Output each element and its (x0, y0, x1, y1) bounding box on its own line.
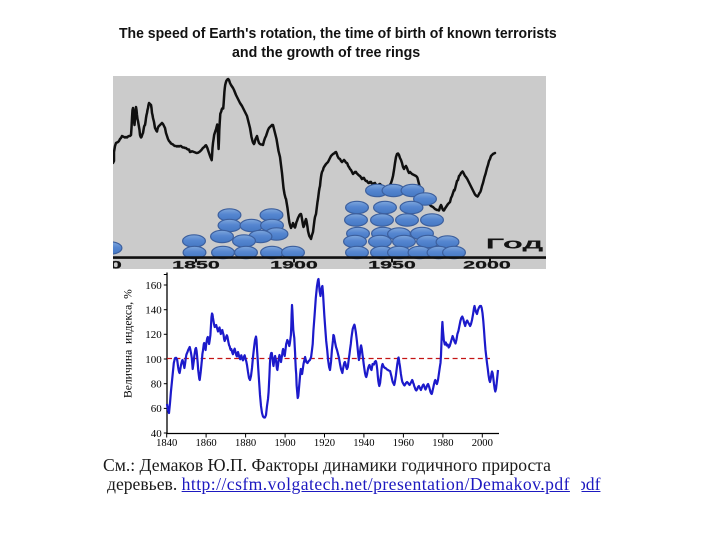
svg-text:Год: Год (486, 235, 544, 251)
svg-text:1900: 1900 (275, 438, 296, 449)
svg-text:40: 40 (151, 428, 163, 440)
svg-text:1960: 1960 (393, 438, 414, 449)
svg-text:1940: 1940 (353, 438, 374, 449)
svg-text:1850: 1850 (172, 259, 220, 269)
svg-text:1950: 1950 (368, 259, 416, 269)
svg-text:1840: 1840 (156, 438, 177, 449)
svg-text:1920: 1920 (314, 438, 335, 449)
svg-text:60: 60 (151, 403, 163, 415)
svg-text:1900: 1900 (270, 259, 318, 269)
svg-text:1980: 1980 (432, 438, 453, 449)
svg-text:2000: 2000 (472, 438, 493, 449)
svg-text:1800: 1800 (113, 259, 122, 269)
svg-text:Величина индекса, %: Величина индекса, % (122, 289, 135, 398)
svg-text:1860: 1860 (196, 438, 217, 449)
svg-text:2000: 2000 (463, 259, 511, 269)
svg-text:160: 160 (145, 280, 162, 292)
svg-text:140: 140 (145, 305, 162, 317)
svg-text:100: 100 (145, 354, 162, 366)
svg-text:1880: 1880 (235, 438, 256, 449)
svg-text:120: 120 (145, 329, 162, 341)
svg-text:80: 80 (151, 379, 163, 391)
